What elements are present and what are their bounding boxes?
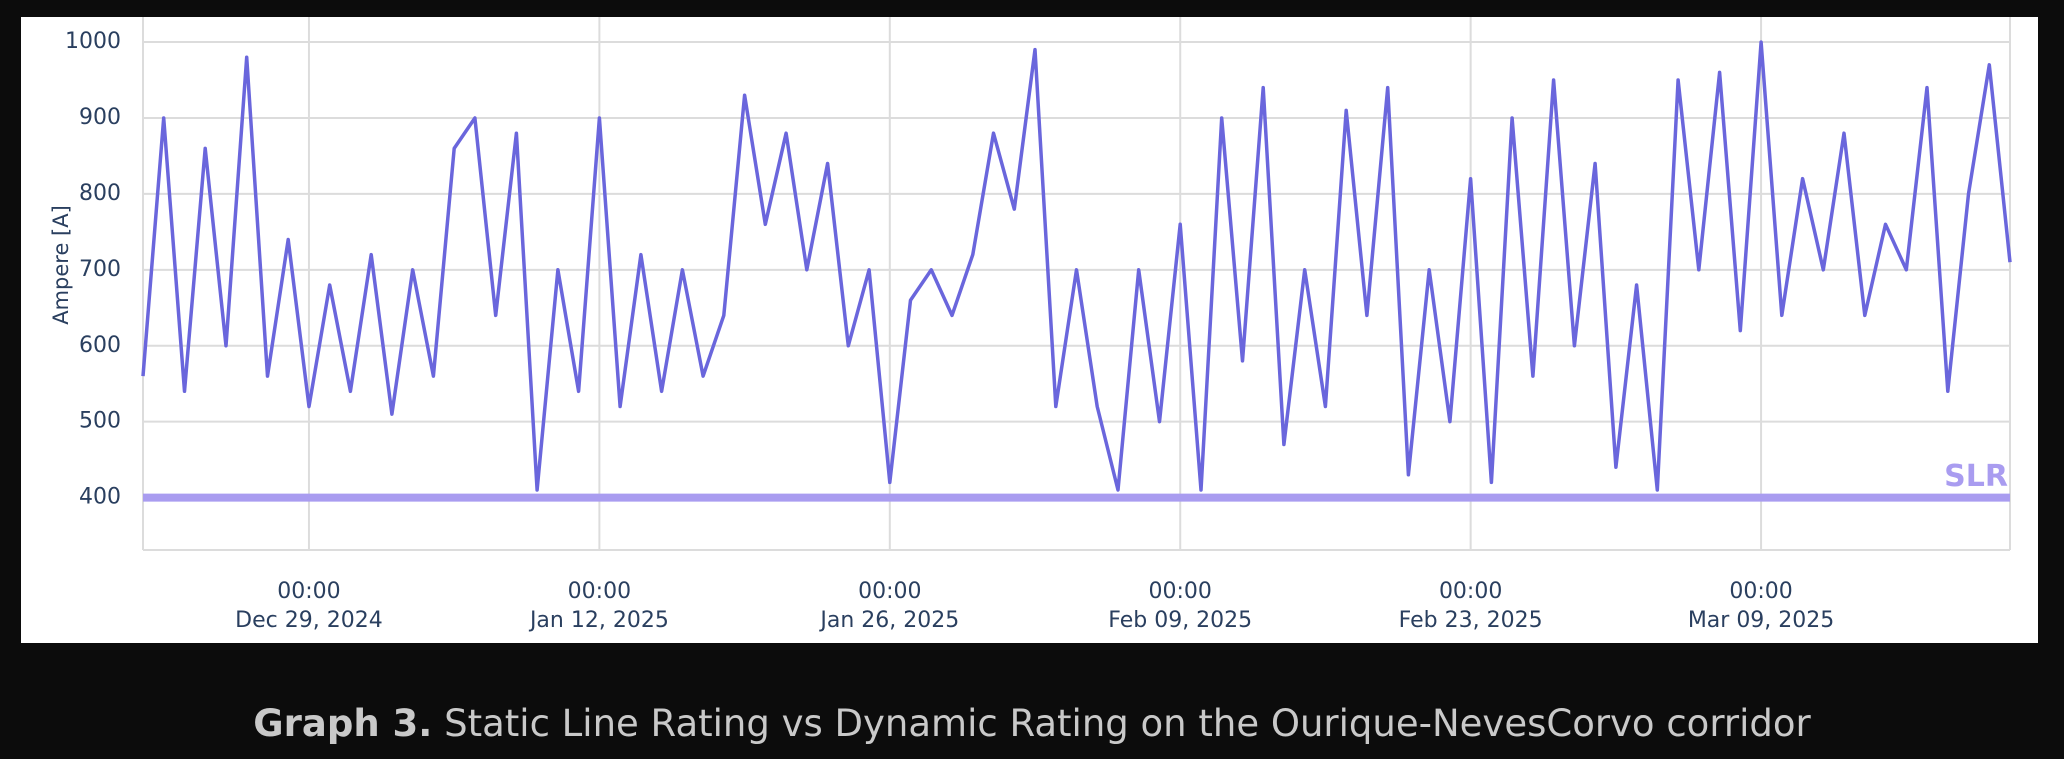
y-tick-label: 1000 [65, 29, 121, 54]
y-tick-label: 700 [79, 257, 121, 282]
x-tick-label: 00:00 [858, 579, 921, 604]
x-tick-label: Feb 23, 2025 [1399, 608, 1543, 633]
caption-text: Static Line Rating vs Dynamic Rating on … [444, 702, 1811, 745]
y-axis-title: Ampere [A] [49, 205, 73, 325]
series-label: SLR [1944, 459, 2008, 494]
x-tick-label: 00:00 [277, 579, 340, 604]
y-tick-label: 900 [79, 105, 121, 130]
y-tick-label: 800 [79, 181, 121, 206]
y-tick-label: 500 [79, 409, 121, 434]
data-line [141, 40, 2012, 492]
caption: Graph 3. Static Line Rating vs Dynamic R… [253, 702, 1811, 745]
chart-panel [21, 17, 2038, 643]
caption-label: Graph 3. [253, 702, 432, 745]
x-tick-label: 00:00 [1729, 579, 1792, 604]
x-tick-label: Jan 12, 2025 [528, 608, 669, 633]
x-tick-label: Mar 09, 2025 [1688, 608, 1834, 633]
x-tick-label: Dec 29, 2024 [235, 608, 383, 633]
x-tick-label: Jan 26, 2025 [818, 608, 959, 633]
x-tick-label: 00:00 [568, 579, 631, 604]
x-tick-label: Feb 09, 2025 [1108, 608, 1252, 633]
x-tick-label: 00:00 [1149, 579, 1212, 604]
y-tick-label: 400 [79, 485, 121, 510]
x-tick-label: 00:00 [1439, 579, 1502, 604]
y-tick-label: 600 [79, 333, 121, 358]
